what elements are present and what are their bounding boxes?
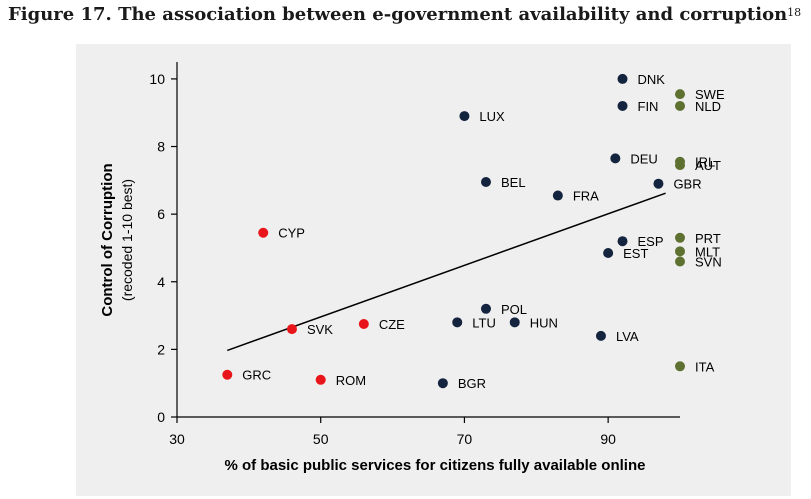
point-cze	[358, 319, 369, 330]
point-bel	[480, 177, 491, 188]
label-mlt: MLT	[695, 244, 720, 259]
label-cyp: CYP	[278, 226, 305, 241]
label-lux: LUX	[479, 109, 505, 124]
point-nld	[675, 100, 685, 111]
point-bgr	[437, 378, 448, 389]
y-tick-label: 4	[157, 274, 165, 290]
label-aut: AUT	[695, 158, 721, 173]
point-svn	[675, 256, 685, 267]
point-deu	[610, 153, 621, 164]
label-svn: SVN	[695, 254, 722, 269]
label-deu: DEU	[630, 151, 657, 166]
label-nld: NLD	[695, 99, 721, 114]
point-grc	[222, 369, 233, 380]
label-swe: SWE	[695, 87, 725, 102]
label-prt: PRT	[695, 231, 721, 246]
label-ltu: LTU	[472, 315, 496, 330]
point-fra	[552, 190, 563, 201]
axes: 0 2 4 6 8 10 30 50 70 90	[149, 62, 680, 447]
point-fin	[617, 100, 628, 111]
point-est	[603, 248, 614, 259]
y-axis-subtitle: (recoded 1-10 best)	[119, 179, 135, 301]
label-fra: FRA	[573, 189, 599, 204]
figure-footnote-ref: 18	[787, 6, 802, 19]
point-swe	[675, 89, 685, 100]
point-ltu	[452, 317, 463, 328]
label-irl: IRL	[695, 155, 715, 170]
label-svk: SVK	[307, 322, 333, 337]
point-rom	[315, 374, 326, 385]
y-axis-title: Control of Corruption	[99, 163, 116, 316]
label-esp: ESP	[638, 234, 664, 249]
figure-title-text: Figure 17. The association between e-gov…	[8, 4, 788, 25]
label-lva: LVA	[616, 329, 639, 344]
point-pol	[480, 303, 491, 314]
point-cyp	[258, 227, 269, 238]
label-bgr: BGR	[458, 376, 486, 391]
label-hun: HUN	[530, 315, 558, 330]
point-aut	[675, 160, 685, 171]
chart-panel	[76, 44, 791, 496]
label-dnk: DNK	[638, 72, 666, 87]
y-tick-label: 6	[157, 206, 165, 222]
point-dnk	[617, 73, 628, 84]
x-axis-title: % of basic public services for citizens …	[225, 457, 646, 474]
point-lux	[459, 111, 470, 122]
x-tick-label: 70	[457, 431, 473, 447]
label-gbr: GBR	[673, 177, 701, 192]
y-tick-label: 0	[157, 409, 165, 425]
point-lva	[595, 330, 606, 341]
point-prt	[675, 232, 685, 243]
label-rom: ROM	[336, 373, 366, 388]
y-tick-label: 10	[149, 71, 165, 87]
trendline	[227, 192, 666, 352]
label-grc: GRC	[242, 368, 271, 383]
label-pol: POL	[501, 302, 527, 317]
trendline-group	[227, 192, 666, 352]
x-tick-label: 90	[600, 431, 616, 447]
x-tick-label: 50	[313, 431, 329, 447]
point-mlt	[675, 246, 685, 257]
point-gbr	[653, 178, 664, 189]
figure-title: Figure 17. The association between e-gov…	[8, 4, 808, 34]
label-cze: CZE	[379, 317, 405, 332]
y-tick-label: 8	[157, 139, 165, 155]
x-tick-label: 30	[169, 431, 185, 447]
point-svk	[286, 324, 297, 335]
label-fin: FIN	[638, 99, 659, 114]
point-esp	[617, 236, 628, 247]
label-est: EST	[623, 246, 648, 261]
point-hun	[509, 317, 520, 328]
label-bel: BEL	[501, 175, 526, 190]
label-ita: ITA	[695, 359, 715, 374]
y-tick-label: 2	[157, 341, 165, 357]
point-ita	[675, 361, 685, 372]
